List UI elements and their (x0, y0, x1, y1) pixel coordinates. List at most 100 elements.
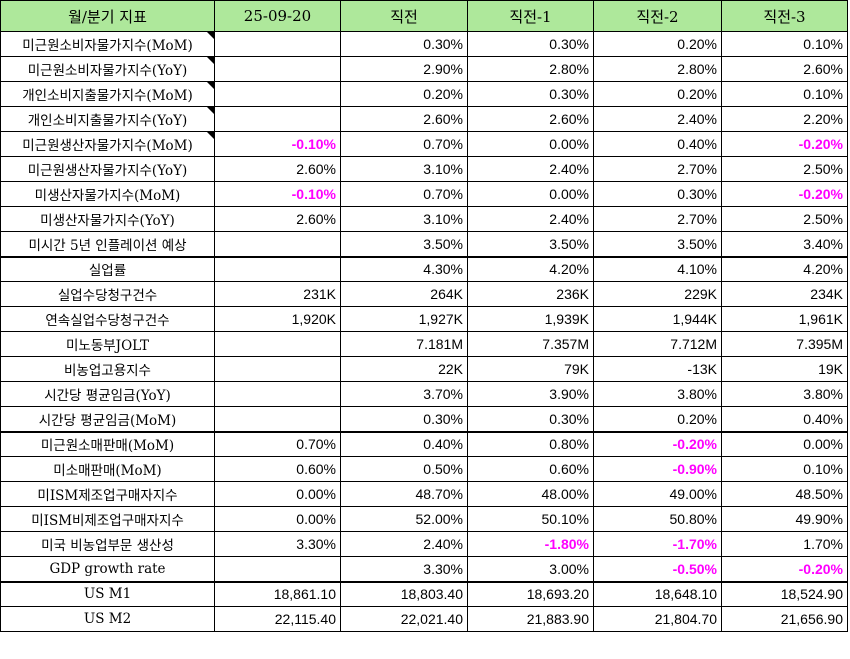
value-cell[interactable]: 79K (467, 356, 594, 382)
header-prev-1[interactable]: 직전-1 (467, 0, 594, 32)
value-cell[interactable]: -0.90% (593, 456, 722, 482)
value-cell[interactable]: 7.357M (467, 331, 594, 357)
row-label[interactable]: 미근원소비자물가지수(YoY) (0, 56, 215, 82)
value-cell[interactable]: 48.50% (721, 481, 848, 507)
value-cell[interactable]: 0.00% (467, 131, 594, 157)
value-cell[interactable]: 0.40% (593, 131, 722, 157)
row-label[interactable]: 개인소비지출물가지수(MoM) (0, 81, 215, 107)
row-label[interactable]: 연속실업수당청구건수 (0, 306, 215, 332)
value-cell[interactable]: 2.60% (721, 56, 848, 82)
value-cell[interactable]: 2.60% (467, 106, 594, 132)
header-date[interactable]: 25-09-20 (214, 0, 341, 32)
value-cell[interactable]: 0.70% (340, 131, 468, 157)
value-cell[interactable]: 4.20% (721, 255, 848, 282)
value-cell[interactable] (214, 331, 341, 357)
value-cell[interactable]: -0.20% (593, 430, 722, 457)
comment-indicator-icon[interactable] (207, 82, 214, 89)
value-cell[interactable]: 2.60% (214, 156, 341, 182)
value-cell[interactable]: 0.80% (467, 430, 594, 457)
value-cell[interactable]: 3.90% (467, 381, 594, 407)
value-cell[interactable]: 234K (721, 281, 848, 307)
row-label[interactable]: 미생산자물가지수(YoY) (0, 206, 215, 232)
value-cell[interactable]: 3.10% (340, 156, 468, 182)
value-cell[interactable] (214, 255, 341, 282)
value-cell[interactable]: 2.50% (721, 206, 848, 232)
value-cell[interactable]: 49.90% (721, 506, 848, 532)
value-cell[interactable]: 1,927K (340, 306, 468, 332)
row-label[interactable]: 미국 비농업부문 생산성 (0, 531, 215, 557)
value-cell[interactable]: 0.20% (593, 406, 722, 432)
row-label[interactable]: 실업률 (0, 255, 215, 282)
value-cell[interactable]: 3.40% (721, 231, 848, 257)
value-cell[interactable]: 4.20% (467, 255, 594, 282)
value-cell[interactable]: 3.30% (214, 531, 341, 557)
row-label[interactable]: 미근원생산자물가지수(MoM) (0, 131, 215, 157)
value-cell[interactable]: 3.50% (467, 231, 594, 257)
value-cell[interactable]: 18,524.90 (721, 580, 848, 607)
value-cell[interactable]: 2.40% (467, 206, 594, 232)
value-cell[interactable]: 48.00% (467, 481, 594, 507)
row-label[interactable]: 개인소비지출물가지수(YoY) (0, 106, 215, 132)
value-cell[interactable]: -1.80% (467, 531, 594, 557)
value-cell[interactable]: 0.20% (593, 81, 722, 107)
value-cell[interactable]: 0.70% (340, 181, 468, 207)
value-cell[interactable]: 3.50% (340, 231, 468, 257)
value-cell[interactable]: 3.80% (593, 381, 722, 407)
value-cell[interactable]: 231K (214, 281, 341, 307)
row-label[interactable]: 미근원소매판매(MoM) (0, 430, 215, 457)
value-cell[interactable] (214, 106, 341, 132)
row-label[interactable]: 미ISM비제조업구매자지수 (0, 506, 215, 532)
value-cell[interactable]: 3.80% (721, 381, 848, 407)
comment-indicator-icon[interactable] (207, 132, 214, 139)
value-cell[interactable]: 2.80% (467, 56, 594, 82)
row-label[interactable]: 미생산자물가지수(MoM) (0, 181, 215, 207)
row-label[interactable]: GDP growth rate (0, 556, 215, 582)
value-cell[interactable]: 2.60% (214, 206, 341, 232)
row-label[interactable]: 실업수당청구건수 (0, 281, 215, 307)
row-label[interactable]: 미ISM제조업구매자지수 (0, 481, 215, 507)
comment-indicator-icon[interactable] (207, 107, 214, 114)
value-cell[interactable]: 2.70% (593, 206, 722, 232)
value-cell[interactable]: 2.90% (340, 56, 468, 82)
comment-indicator-icon[interactable] (207, 57, 214, 64)
value-cell[interactable]: 1.70% (721, 531, 848, 557)
value-cell[interactable] (214, 381, 341, 407)
value-cell[interactable]: 50.10% (467, 506, 594, 532)
value-cell[interactable]: -0.50% (593, 556, 722, 582)
value-cell[interactable]: 48.70% (340, 481, 468, 507)
value-cell[interactable]: 4.10% (593, 255, 722, 282)
value-cell[interactable]: 0.30% (467, 81, 594, 107)
header-prev[interactable]: 직전 (340, 0, 468, 32)
value-cell[interactable]: 7.181M (340, 331, 468, 357)
value-cell[interactable]: -0.20% (721, 181, 848, 207)
value-cell[interactable]: 3.50% (593, 231, 722, 257)
value-cell[interactable]: -1.70% (593, 531, 722, 557)
value-cell[interactable]: 18,693.20 (467, 580, 594, 607)
value-cell[interactable]: 7.395M (721, 331, 848, 357)
value-cell[interactable]: 0.40% (721, 406, 848, 432)
value-cell[interactable]: 19K (721, 356, 848, 382)
value-cell[interactable]: 0.30% (340, 406, 468, 432)
value-cell[interactable] (214, 231, 341, 257)
value-cell[interactable]: 52.00% (340, 506, 468, 532)
value-cell[interactable]: 0.60% (467, 456, 594, 482)
value-cell[interactable]: 2.60% (340, 106, 468, 132)
value-cell[interactable]: 50.80% (593, 506, 722, 532)
value-cell[interactable]: 3.30% (340, 556, 468, 582)
value-cell[interactable]: 1,944K (593, 306, 722, 332)
row-label[interactable]: US M1 (0, 580, 215, 607)
value-cell[interactable]: 3.00% (467, 556, 594, 582)
value-cell[interactable]: 0.10% (721, 31, 848, 57)
value-cell[interactable]: 264K (340, 281, 468, 307)
value-cell[interactable]: 18,861.10 (214, 580, 341, 607)
value-cell[interactable]: 2.50% (721, 156, 848, 182)
value-cell[interactable]: 0.60% (214, 456, 341, 482)
value-cell[interactable]: 2.80% (593, 56, 722, 82)
comment-indicator-icon[interactable] (207, 32, 214, 39)
value-cell[interactable]: 18,803.40 (340, 580, 468, 607)
value-cell[interactable]: 1,961K (721, 306, 848, 332)
value-cell[interactable]: 7.712M (593, 331, 722, 357)
value-cell[interactable]: 0.40% (340, 430, 468, 457)
value-cell[interactable] (214, 31, 341, 57)
value-cell[interactable]: 0.00% (214, 481, 341, 507)
